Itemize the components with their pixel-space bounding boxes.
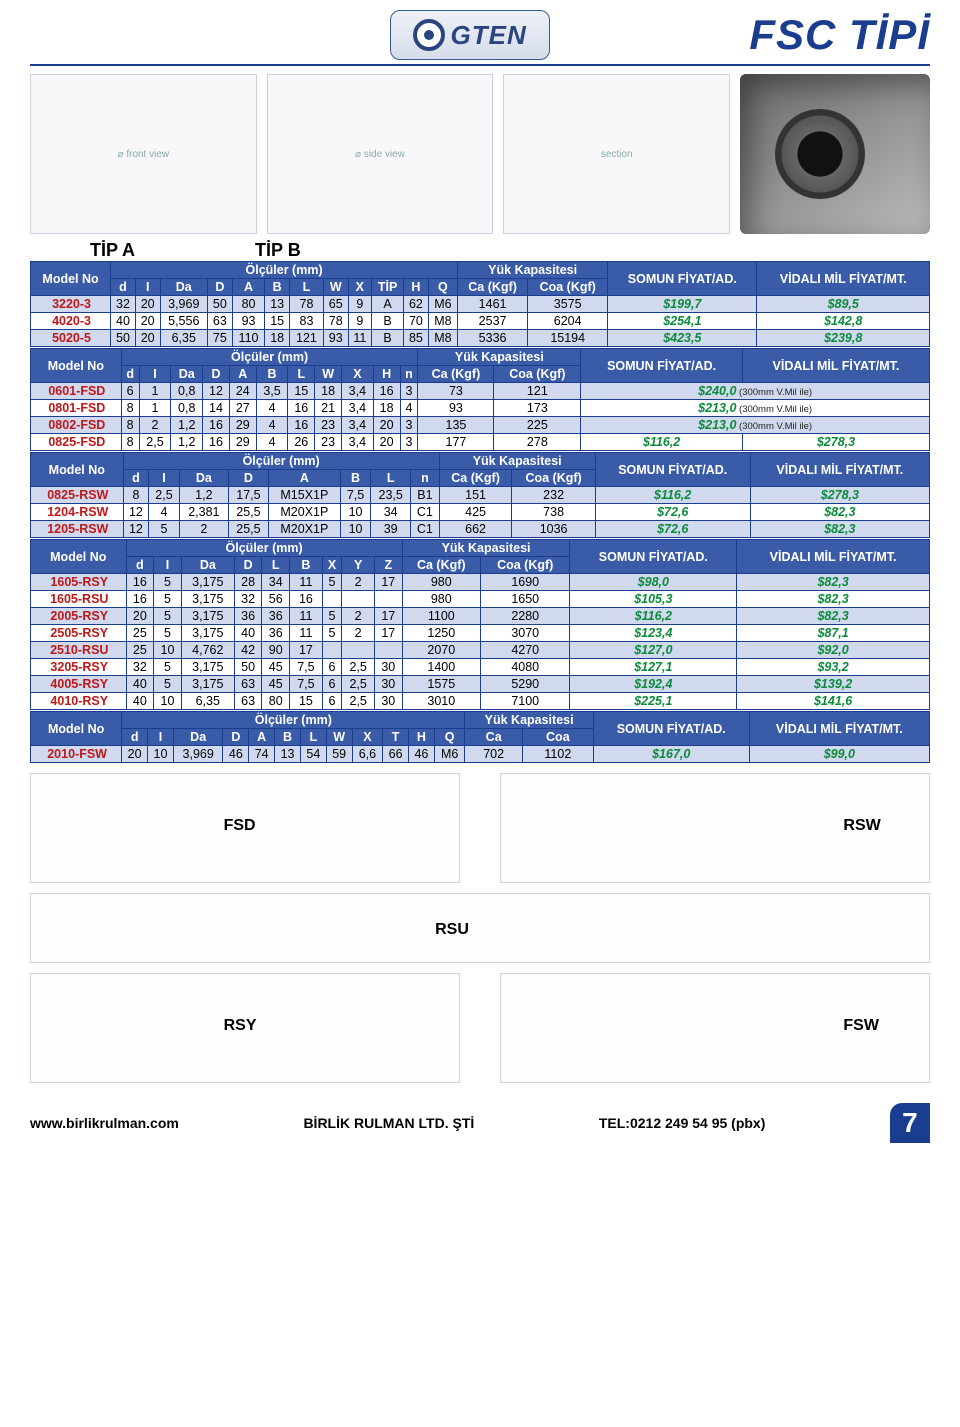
table-row: 0825-FSD82,51,21629426233,4203177278$116…	[31, 434, 930, 451]
table-row: 0801-FSD810,81427416213,418493173$213,0 …	[31, 400, 930, 417]
page-footer: www.birlikrulman.com BİRLİK RULMAN LTD. …	[30, 1103, 930, 1143]
model-cell: 1204-RSW	[31, 504, 124, 521]
tech-drawing-front: ⌀ front view	[30, 74, 257, 234]
spec-table-4: Model No Ölçüler (mm) Yük Kapasitesi SOM…	[30, 539, 930, 710]
model-cell: 2510-RSU	[31, 642, 127, 659]
table-row: 5020-550206,3575110181219311B85M85336151…	[31, 330, 930, 347]
title-rule	[30, 64, 930, 66]
table-row: 1605-RSY1653,17528341152179801690$98,0$8…	[31, 574, 930, 591]
top-bar: GTEN FSC TİPİ	[30, 10, 930, 60]
drawing-fsw: FSW	[500, 973, 930, 1083]
table-row: 2005-RSY2053,175363611521711002280$116,2…	[31, 608, 930, 625]
footer-company: BİRLİK RULMAN LTD. ŞTİ	[303, 1115, 474, 1131]
table-row: 3220-332203,96950801378659A62M614613575$…	[31, 296, 930, 313]
model-cell: 2505-RSY	[31, 625, 127, 642]
model-cell: 2005-RSY	[31, 608, 127, 625]
model-cell: 2010-FSW	[31, 746, 122, 763]
model-cell: 5020-5	[31, 330, 111, 347]
model-cell: 3205-RSY	[31, 659, 127, 676]
table-row: 2510-RSU25104,76242901720704270$127,0$92…	[31, 642, 930, 659]
spec-table-5: Model No Ölçüler (mm) Yük Kapasitesi SOM…	[30, 711, 930, 763]
footer-url: www.birlikrulman.com	[30, 1115, 179, 1131]
table-row: 4020-340205,55663931583789B70M825376204$…	[31, 313, 930, 330]
table-row: 1605-RSU1653,1753256169801650$105,3$82,3	[31, 591, 930, 608]
drawing-row: ⌀ front view ⌀ side view section	[30, 74, 930, 234]
model-cell: 1605-RSY	[31, 574, 127, 591]
brand-name: GTEN	[451, 20, 527, 51]
col-model: Model No	[31, 262, 111, 296]
brand-logo-icon	[413, 19, 445, 51]
tip-a-label: TİP A	[90, 240, 135, 261]
drawing-rsy: RSY	[30, 973, 460, 1083]
page-title: FSC TİPİ	[749, 11, 930, 59]
spec-table-2: Model No Ölçüler (mm) Yük Kapasitesi SOM…	[30, 348, 930, 451]
page-number: 7	[890, 1103, 930, 1143]
spec-table-1: Model No Ölçüler (mm) Yük Kapasitesi SOM…	[30, 261, 930, 347]
product-photo	[740, 74, 930, 234]
table-row: 0601-FSD610,812243,515183,416373121$240,…	[31, 383, 930, 400]
table-row: 4010-RSY40106,3563801562,53030107100$225…	[31, 693, 930, 710]
model-cell: 1605-RSU	[31, 591, 127, 608]
drawing-fsd: FSD	[30, 773, 460, 883]
col-yuk: Yük Kapasitesi	[458, 262, 608, 279]
model-cell: 4005-RSY	[31, 676, 127, 693]
model-cell: 0825-FSD	[31, 434, 122, 451]
model-cell: 4010-RSY	[31, 693, 127, 710]
tip-b-label: TİP B	[255, 240, 301, 261]
model-cell: 1205-RSW	[31, 521, 124, 538]
table-row: 2010-FSW20103,96946741354596,66646M67021…	[31, 746, 930, 763]
table-row: 0825-RSW82,51,217,5M15X1P7,523,5B1151232…	[31, 487, 930, 504]
tech-drawing-section: section	[503, 74, 730, 234]
bottom-drawings: FSD RSW RSU RSY FSW	[30, 773, 930, 1083]
model-cell: 4020-3	[31, 313, 111, 330]
tech-drawing-side: ⌀ side view	[267, 74, 494, 234]
table-row: 2505-RSY2553,175403611521712503070$123,4…	[31, 625, 930, 642]
model-cell: 0601-FSD	[31, 383, 122, 400]
brand-logo: GTEN	[390, 10, 550, 60]
model-cell: 0825-RSW	[31, 487, 124, 504]
table-row: 1205-RSW125225,5M20X1P1039C16621036$72,6…	[31, 521, 930, 538]
model-cell: 0801-FSD	[31, 400, 122, 417]
footer-tel: TEL:0212 249 54 95 (pbx)	[599, 1115, 766, 1131]
col-vidali: VİDALI MİL FİYAT/MT.	[757, 262, 930, 296]
drawing-rsw: RSW	[500, 773, 930, 883]
model-cell: 3220-3	[31, 296, 111, 313]
table-row: 4005-RSY4053,17563457,562,53015755290$19…	[31, 676, 930, 693]
spec-table-3: Model No Ölçüler (mm) Yük Kapasitesi SOM…	[30, 452, 930, 538]
model-cell: 0802-FSD	[31, 417, 122, 434]
col-olculer: Ölçüler (mm)	[111, 262, 458, 279]
drawing-rsu: RSU	[30, 893, 930, 963]
table-row: 0802-FSD821,21629416233,4203135225$213,0…	[31, 417, 930, 434]
table-row: 1204-RSW1242,38125,5M20X1P1034C1425738$7…	[31, 504, 930, 521]
table-row: 3205-RSY3253,17550457,562,53014004080$12…	[31, 659, 930, 676]
tip-labels: TİP A TİP B	[30, 240, 930, 261]
col-somun: SOMUN FİYAT/AD.	[608, 262, 757, 296]
